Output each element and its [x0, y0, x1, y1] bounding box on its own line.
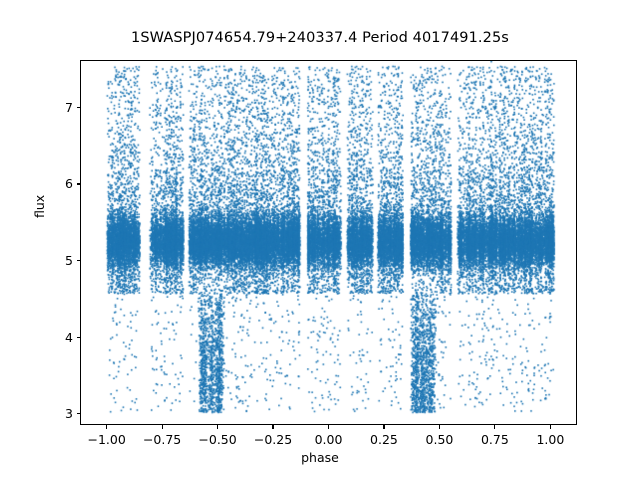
- x-tick-mark: [494, 425, 496, 429]
- x-tick-label: −0.75: [142, 432, 182, 447]
- x-tick-label: −1.00: [87, 432, 126, 447]
- x-axis-label: phase: [301, 450, 339, 465]
- y-tick-label: 6: [65, 176, 73, 192]
- scatter-plot-area: [81, 61, 576, 424]
- y-axis-ticks: 3 4 5 6 7: [0, 0, 80, 480]
- plot-axes-frame: [80, 60, 577, 425]
- y-axis-label: flux: [32, 194, 47, 218]
- page-title: 1SWASPJ074654.79+240337.4 Period 4017491…: [131, 30, 509, 46]
- x-tick-mark: [438, 425, 440, 429]
- x-tick-label: 0.00: [314, 432, 343, 447]
- y-tick-mark: [76, 183, 80, 185]
- x-tick-mark: [106, 425, 108, 429]
- x-tick-mark: [327, 425, 330, 429]
- x-tick-mark: [217, 425, 219, 429]
- x-tick-mark: [272, 425, 274, 429]
- y-tick-mark: [76, 336, 80, 338]
- x-tick-label: 0.75: [480, 432, 509, 447]
- y-tick-mark: [76, 413, 80, 415]
- x-tick-label: −0.25: [253, 432, 293, 447]
- x-tick-label: 0.50: [425, 432, 454, 447]
- x-tick-label: 1.00: [536, 432, 565, 447]
- x-axis-ticks: −1.00 −0.75 −0.50 −0.25 0.00 0.25 0.50 0.75 1.00: [0, 425, 640, 480]
- x-tick-label: −0.50: [198, 432, 237, 447]
- x-tick-mark: [161, 425, 163, 429]
- x-tick-mark: [549, 425, 551, 429]
- y-tick-label: 3: [65, 406, 73, 422]
- y-tick-mark: [76, 106, 80, 109]
- y-tick-label: 5: [65, 252, 73, 268]
- x-tick-mark: [383, 425, 385, 429]
- x-tick-label: 0.25: [370, 432, 398, 447]
- y-tick-mark: [76, 259, 80, 262]
- y-tick-label: 4: [65, 329, 73, 345]
- y-tick-label: 7: [65, 99, 73, 115]
